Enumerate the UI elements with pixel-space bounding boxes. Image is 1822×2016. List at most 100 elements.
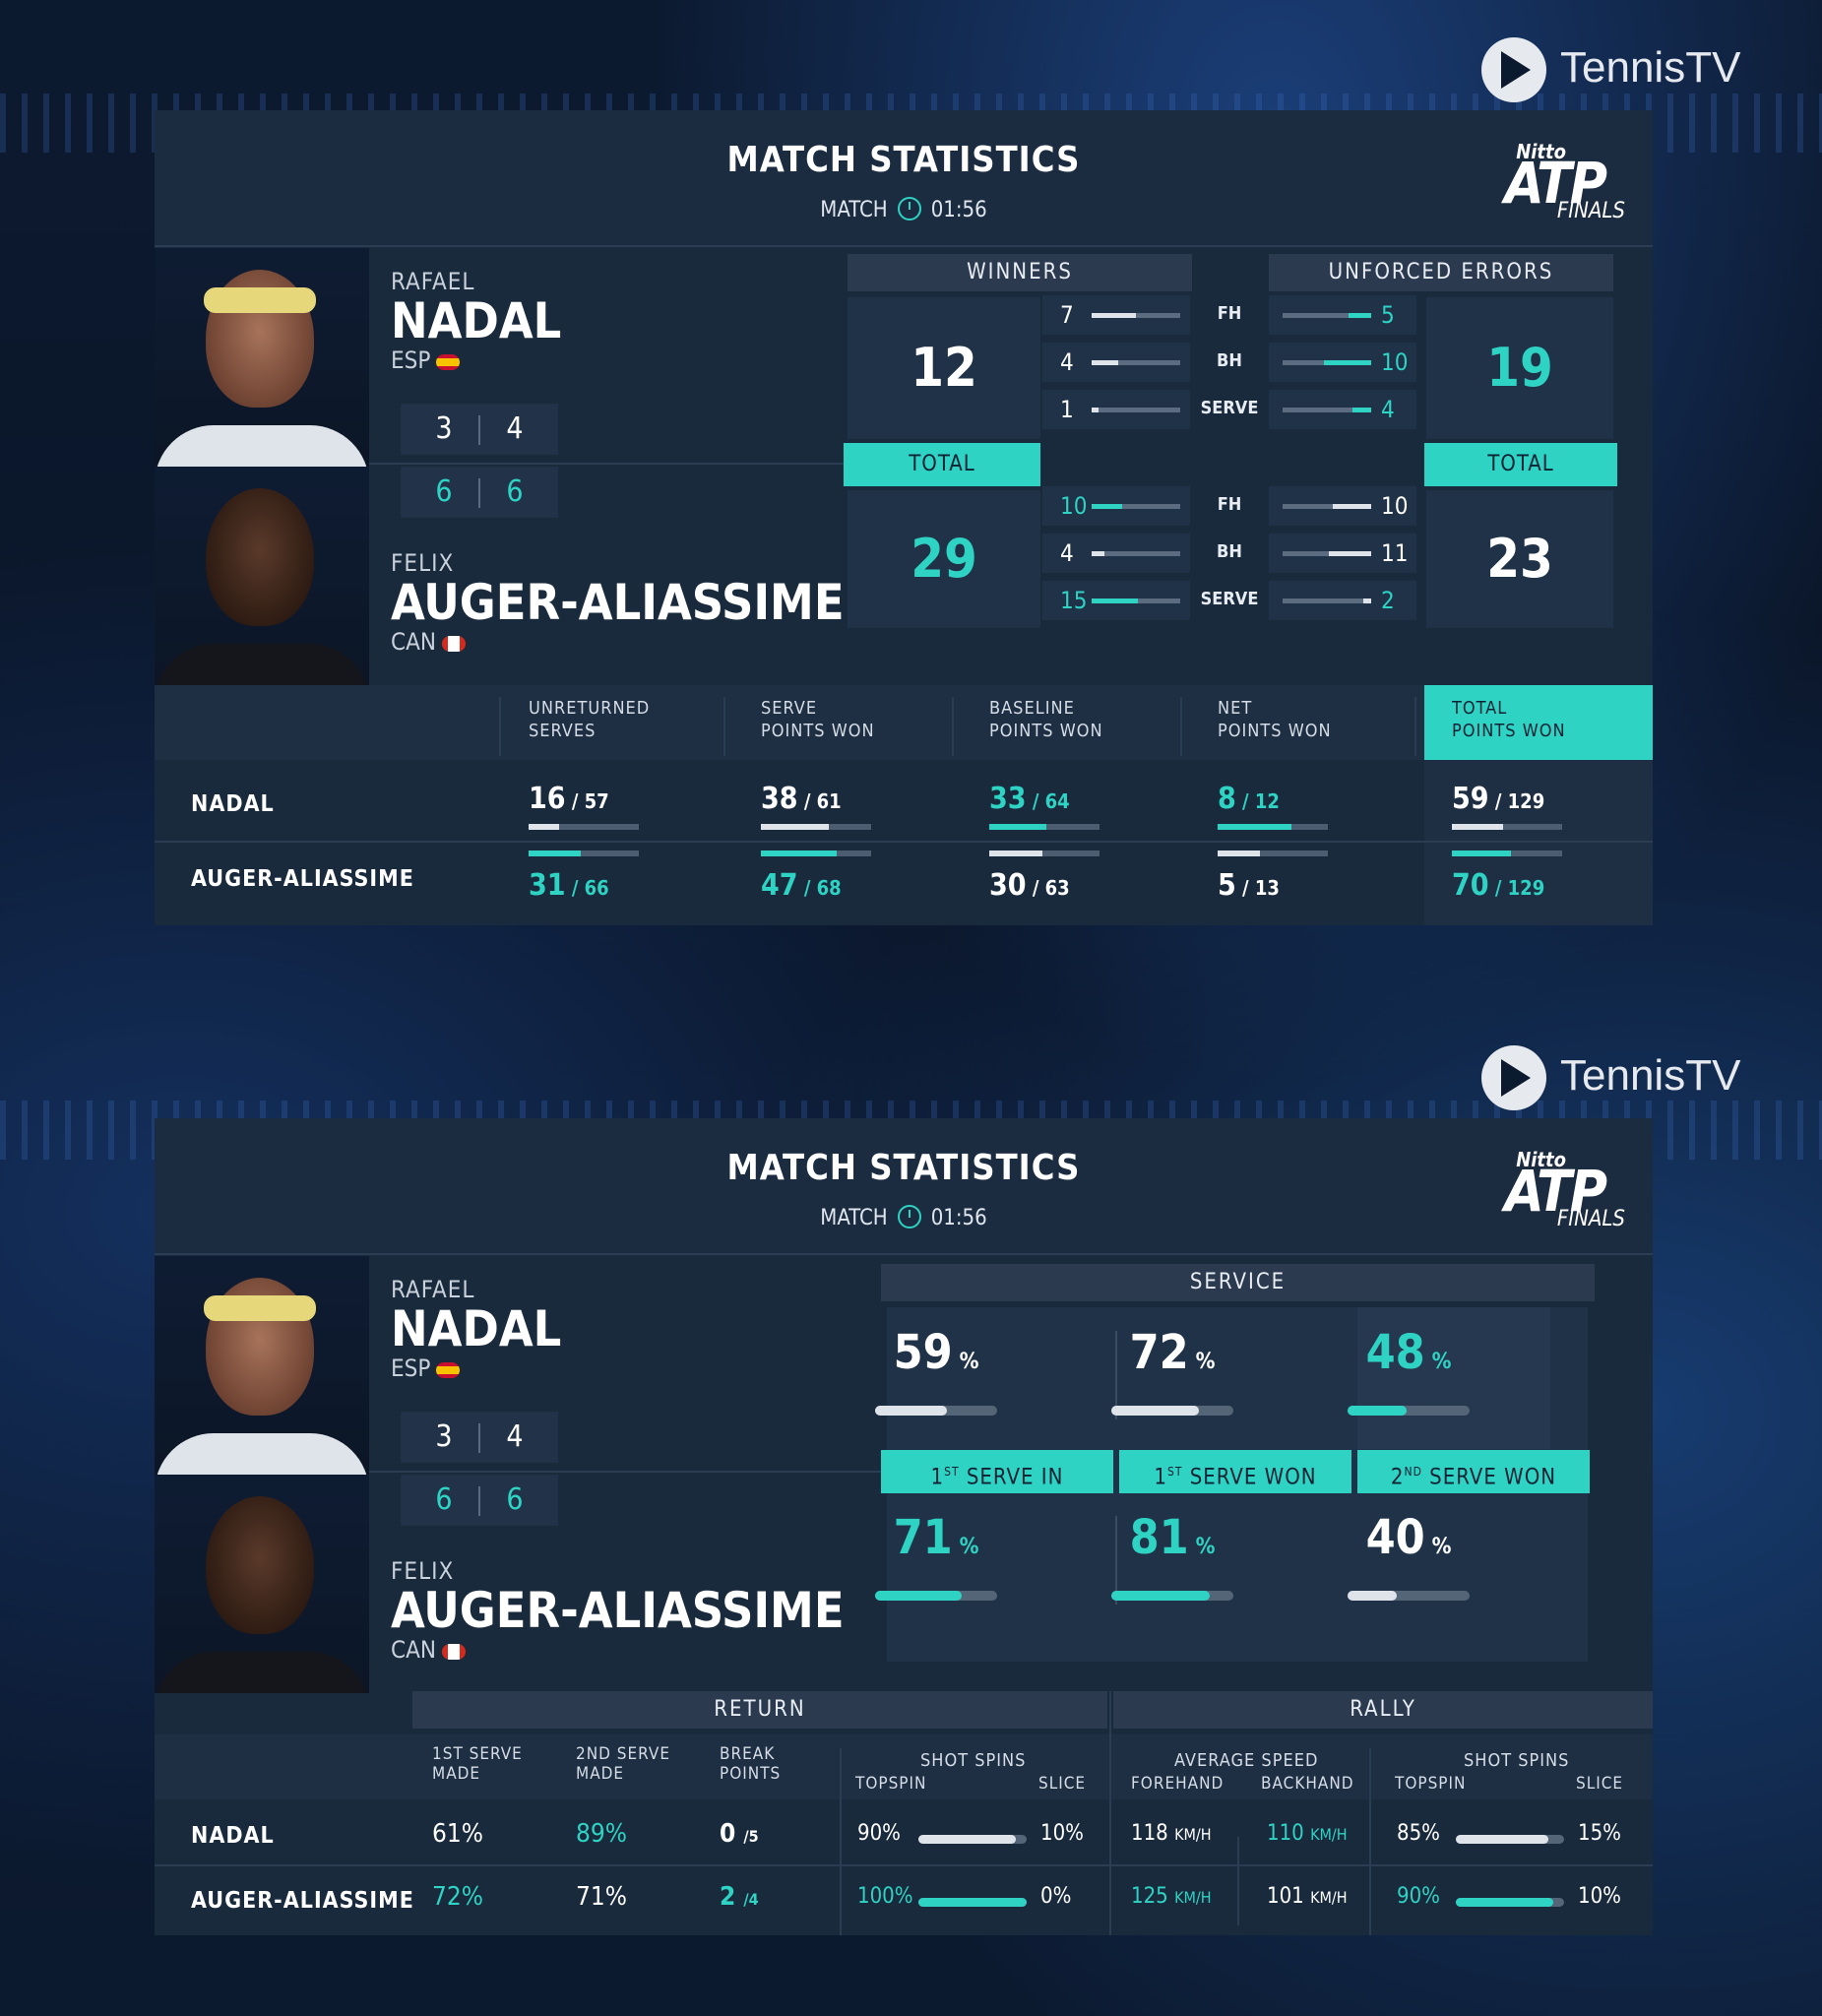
return-topspin: 100% xyxy=(857,1884,913,1909)
errors-bar-fill xyxy=(1363,598,1371,603)
stat-bar-fill xyxy=(1452,850,1511,856)
stat-bar-fill xyxy=(529,850,581,856)
column-divider xyxy=(1109,1691,1111,1935)
winners-bar xyxy=(1092,408,1180,412)
winners-header: WINNERS xyxy=(848,254,1192,291)
return-spin-bar-fill xyxy=(918,1898,1027,1907)
row-name-nadal: NADAL xyxy=(191,1823,275,1849)
nadal-errors-total: 19 xyxy=(1426,297,1613,439)
errors-bar xyxy=(1283,551,1371,556)
total-label: TOTAL xyxy=(844,443,1040,486)
service-bar-fill xyxy=(1348,1591,1397,1601)
shot-label: SERVE xyxy=(1200,398,1259,418)
errors-bar xyxy=(1283,313,1371,318)
first-serve-made: 72% xyxy=(432,1882,483,1912)
column-divider xyxy=(840,1748,842,1935)
player-photo-nadal xyxy=(155,248,369,467)
match-statistics-panel-winners: MATCH STATISTICS MATCH 01:56 Nitto ATP FI… xyxy=(155,110,1653,925)
stat-bar xyxy=(1218,824,1328,830)
stat-value: 5 / 13 xyxy=(1218,868,1280,903)
service-bar xyxy=(1111,1406,1233,1416)
stat-value: 30 / 63 xyxy=(989,868,1070,903)
winners-count: 10 xyxy=(1060,492,1088,520)
rally-topspin: 85% xyxy=(1397,1821,1440,1846)
errors-breakdown-row: 11 xyxy=(1269,534,1416,573)
service-bar xyxy=(1111,1591,1233,1601)
service-divider xyxy=(1115,1331,1117,1419)
page-title: MATCH STATISTICS xyxy=(726,140,1081,180)
service-divider xyxy=(1115,1516,1117,1605)
service-percentage: 71 % xyxy=(893,1510,979,1565)
rally-spin-bar-fill xyxy=(1456,1898,1553,1907)
row-name-auger-aliassime: AUGER-ALIASSIME xyxy=(191,1888,414,1914)
slice-label: SLICE xyxy=(1576,1774,1624,1794)
topspin-label: TOPSPIN xyxy=(855,1774,927,1794)
rally-spin-bar xyxy=(1456,1835,1564,1844)
stat-value: 70 / 129 xyxy=(1452,868,1545,903)
errors-breakdown-row: 10 xyxy=(1269,343,1416,382)
column-header: 1ST SERVE MADE xyxy=(432,1744,523,1784)
auger-aliassime-errors-total: 23 xyxy=(1426,490,1613,628)
rally-slice: 15% xyxy=(1578,1821,1621,1846)
return-topspin: 90% xyxy=(857,1821,901,1846)
winners-breakdown-row: 4 xyxy=(1042,534,1190,573)
rally-topspin: 90% xyxy=(1397,1884,1440,1909)
column-divider xyxy=(1414,697,1416,756)
service-bar-fill xyxy=(875,1591,962,1601)
stat-value: 33 / 64 xyxy=(989,782,1070,816)
stat-bar-fill xyxy=(989,824,1046,830)
stat-bar-fill xyxy=(1452,824,1503,830)
service-percentage: 40 % xyxy=(1365,1510,1452,1565)
winners-bar xyxy=(1092,504,1180,509)
service-bar-fill xyxy=(1111,1591,1210,1601)
second-serve-made: 71% xyxy=(576,1882,627,1912)
service-bar-fill xyxy=(875,1406,947,1416)
errors-count: 4 xyxy=(1381,396,1395,423)
flag-spain-icon xyxy=(436,1362,461,1378)
column-header: BASELINE POINTS WON xyxy=(989,698,1103,741)
service-percentage: 48 % xyxy=(1365,1325,1452,1380)
errors-count: 10 xyxy=(1381,348,1409,376)
nadal-winners-total: 12 xyxy=(848,297,1040,439)
match-statistics-panel-service: MATCH STATISTICS MATCH 01:56 Nitto ATP FI… xyxy=(155,1118,1653,1935)
return-spin-bar xyxy=(918,1898,1027,1907)
column-header: 2ND SERVE MADE xyxy=(576,1744,670,1784)
errors-bar xyxy=(1283,360,1371,365)
total-points-header-bg xyxy=(1424,685,1653,760)
winners-bar xyxy=(1092,313,1180,318)
stat-bar xyxy=(1452,850,1562,856)
winners-count: 4 xyxy=(1060,539,1074,567)
stat-bar xyxy=(529,824,639,830)
total-column-bg xyxy=(1424,760,1653,925)
shot-label: BH xyxy=(1217,541,1242,562)
column-header: SERVE POINTS WON xyxy=(761,698,875,741)
shot-spins-label: SHOT SPINS xyxy=(920,1750,1027,1771)
player-photo-nadal xyxy=(155,1256,369,1475)
stat-bar xyxy=(1218,850,1328,856)
service-bar xyxy=(1348,1591,1470,1601)
backhand-speed: 110 KM/H xyxy=(1267,1821,1348,1846)
service-bar-fill xyxy=(1348,1406,1407,1416)
backhand-label: BACKHAND xyxy=(1261,1774,1354,1794)
errors-bar xyxy=(1283,408,1371,412)
forehand-speed: 125 KM/H xyxy=(1131,1884,1212,1909)
winners-count: 7 xyxy=(1060,301,1074,329)
column-divider xyxy=(499,697,501,756)
stat-value: 47 / 68 xyxy=(761,868,842,903)
stat-value: 59 / 129 xyxy=(1452,782,1545,816)
winners-breakdown-row: 7 xyxy=(1042,295,1190,335)
return-spin-bar xyxy=(918,1835,1027,1844)
backhand-speed: 101 KM/H xyxy=(1267,1884,1348,1909)
row-divider xyxy=(155,1864,1653,1866)
shot-spins-label: SHOT SPINS xyxy=(1464,1750,1570,1771)
row-name-nadal: NADAL xyxy=(191,791,275,817)
winners-bar-fill xyxy=(1092,504,1122,509)
rally-slice: 10% xyxy=(1578,1884,1621,1909)
tennis-tv-logo: TennisTV xyxy=(1481,37,1747,106)
stat-bar-fill xyxy=(1218,824,1291,830)
errors-bar xyxy=(1283,504,1371,509)
service-header: SERVICE xyxy=(881,1264,1595,1301)
unforced-errors-header: UNFORCED ERRORS xyxy=(1269,254,1613,291)
